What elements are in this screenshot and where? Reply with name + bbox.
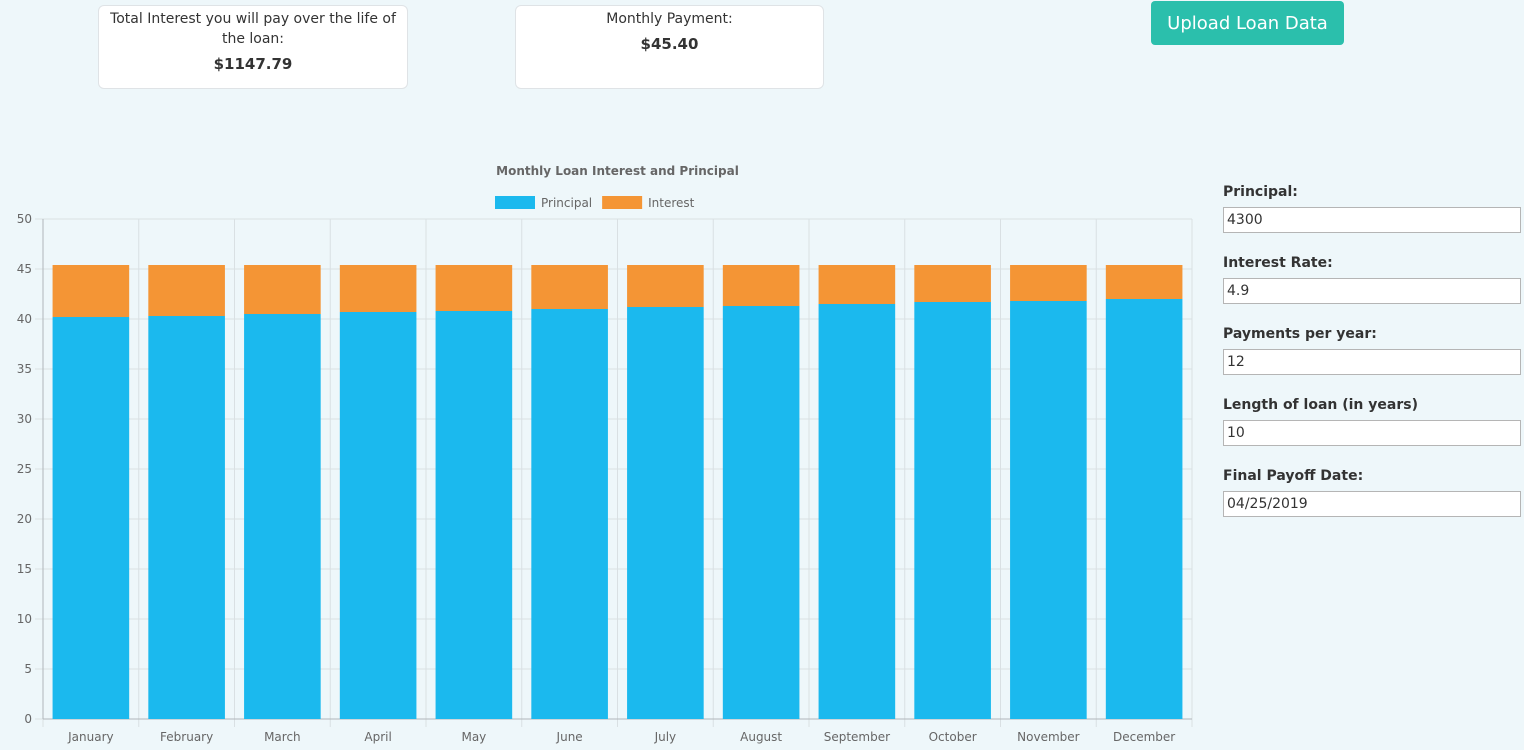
final-payoff-date-field: Final Payoff Date: xyxy=(1223,468,1521,539)
legend-label-principal: Principal xyxy=(541,196,592,210)
bar-interest-november xyxy=(1010,265,1087,301)
x-tick-label: October xyxy=(929,730,977,744)
bar-principal-february xyxy=(148,316,225,719)
legend-swatch-interest xyxy=(602,196,643,209)
y-tick-label: 10 xyxy=(17,612,32,626)
bar-principal-november xyxy=(1010,301,1087,719)
monthly-payment-value: $45.40 xyxy=(640,35,699,53)
y-tick-label: 0 xyxy=(24,712,32,726)
x-tick-label: September xyxy=(824,730,890,744)
bar-interest-february xyxy=(148,265,225,316)
bar-interest-may xyxy=(435,265,513,311)
y-tick-label: 5 xyxy=(24,662,32,676)
loan-length-field: Length of loan (in years) xyxy=(1223,397,1521,468)
bar-interest-march xyxy=(244,265,321,314)
x-tick-label: July xyxy=(654,730,677,744)
loan-length-label: Length of loan (in years) xyxy=(1223,397,1418,413)
payments-per-year-input[interactable] xyxy=(1223,349,1521,375)
monthly-payment-card: Monthly Payment: $45.40 xyxy=(515,5,824,89)
bar-principal-september xyxy=(818,304,896,719)
y-tick-label: 45 xyxy=(17,262,32,276)
bar-interest-october xyxy=(914,265,991,302)
final-payoff-date-label: Final Payoff Date: xyxy=(1223,468,1364,484)
x-tick-label: February xyxy=(160,730,213,744)
total-interest-label: Total Interest you will pay over the lif… xyxy=(110,11,396,47)
loan-chart: 0 5 10 15 20 25 30 35 40 45 50 January February March… xyxy=(17,164,1193,744)
upload-loan-data-button[interactable]: Upload Loan Data xyxy=(1151,1,1344,45)
bar-principal-march xyxy=(244,314,321,719)
chart-title: Monthly Loan Interest and Principal xyxy=(496,164,739,178)
x-tick-label: May xyxy=(461,730,486,744)
x-tick-label: August xyxy=(740,730,782,744)
bar-interest-july xyxy=(627,265,704,307)
bar-principal-december xyxy=(1105,299,1183,719)
monthly-payment-label: Monthly Payment: xyxy=(606,11,733,27)
bar-principal-july xyxy=(627,307,704,719)
bar-interest-september xyxy=(818,265,896,304)
y-tick-label: 35 xyxy=(17,362,32,376)
bar-interest-december xyxy=(1105,265,1183,299)
bar-interest-april xyxy=(339,265,417,312)
interest-rate-input[interactable] xyxy=(1223,278,1521,304)
legend-swatch-principal xyxy=(495,196,535,209)
x-tick-label: June xyxy=(556,730,583,744)
total-interest-value: $1147.79 xyxy=(213,55,293,73)
bar-interest-june xyxy=(531,265,608,309)
x-tick-label: January xyxy=(67,730,114,744)
final-payoff-date-input[interactable] xyxy=(1223,491,1521,517)
bar-principal-august xyxy=(722,306,800,719)
bar-principal-april xyxy=(339,312,417,719)
y-tick-label: 15 xyxy=(17,562,32,576)
interest-rate-field: Interest Rate: xyxy=(1223,255,1521,326)
x-tick-label: April xyxy=(364,730,391,744)
bar-principal-january xyxy=(52,317,130,719)
x-tick-label: December xyxy=(1113,730,1175,744)
loan-length-input[interactable] xyxy=(1223,420,1521,446)
legend-label-interest: Interest xyxy=(648,196,695,210)
y-tick-label: 30 xyxy=(17,412,32,426)
principal-field: Principal: xyxy=(1223,184,1521,255)
bar-principal-may xyxy=(435,311,513,719)
principal-label: Principal: xyxy=(1223,184,1298,200)
y-tick-label: 25 xyxy=(17,462,32,476)
bar-principal-october xyxy=(914,302,991,719)
payments-per-year-field: Payments per year: xyxy=(1223,326,1521,397)
interest-rate-label: Interest Rate: xyxy=(1223,255,1333,271)
principal-input[interactable] xyxy=(1223,207,1521,233)
bar-interest-january xyxy=(52,265,130,317)
loan-form: Principal: Interest Rate: Payments per y… xyxy=(1223,184,1521,539)
y-tick-label: 20 xyxy=(17,512,32,526)
payments-per-year-label: Payments per year: xyxy=(1223,326,1377,342)
x-tick-label: November xyxy=(1017,730,1079,744)
x-tick-label: March xyxy=(264,730,301,744)
y-tick-label: 40 xyxy=(17,312,32,326)
bar-interest-august xyxy=(722,265,800,306)
bar-principal-june xyxy=(531,309,608,719)
total-interest-card: Total Interest you will pay over the lif… xyxy=(98,5,408,89)
y-tick-label: 50 xyxy=(17,212,32,226)
